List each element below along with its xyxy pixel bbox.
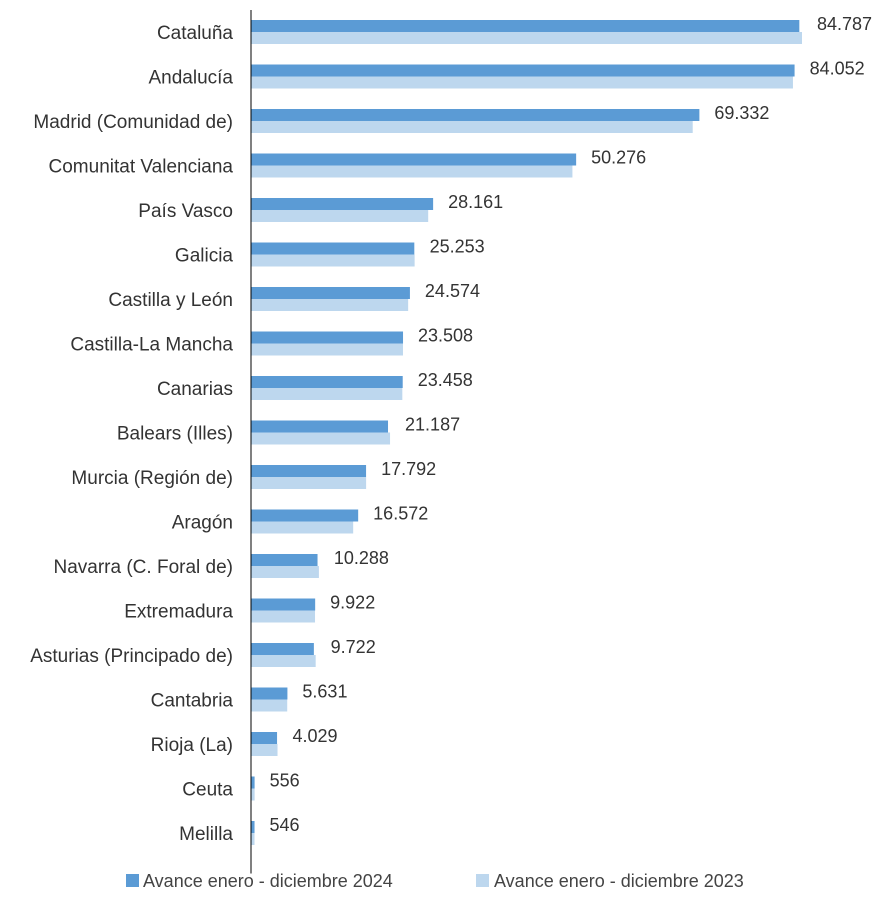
bar-2023 xyxy=(251,343,403,356)
value-label: 17.792 xyxy=(381,459,436,479)
bar-2024 xyxy=(251,198,434,210)
bar-2024 xyxy=(251,331,404,344)
category-label: Ceuta xyxy=(182,780,233,801)
bar-2023 xyxy=(251,744,278,756)
bar-2023 xyxy=(251,388,403,400)
bar-2023 xyxy=(251,210,429,222)
bar-2024 xyxy=(251,643,314,655)
value-label: 16.572 xyxy=(373,504,428,524)
category-label: Comunitat Valenciana xyxy=(49,157,234,178)
bar-2023 xyxy=(251,121,693,133)
category-label: Castilla-La Mancha xyxy=(70,335,233,356)
value-label: 546 xyxy=(270,815,300,835)
bar-2024 xyxy=(251,554,318,566)
bar-2023 xyxy=(251,76,793,89)
value-label: 23.508 xyxy=(418,326,473,346)
bar-2023 xyxy=(251,32,802,44)
bar-2023 xyxy=(251,299,409,311)
category-label: Navarra (C. Foral de) xyxy=(54,557,234,578)
bar-2023 xyxy=(251,432,391,445)
value-label: 4.029 xyxy=(293,726,338,746)
value-label: 556 xyxy=(270,771,300,791)
category-label: Murcia (Región de) xyxy=(71,468,233,489)
bar-2023 xyxy=(251,165,573,178)
bar-2024 xyxy=(251,732,278,744)
bar-2024 xyxy=(251,109,700,121)
bar-2024 xyxy=(251,598,316,611)
category-label: Cantabria xyxy=(151,691,234,712)
category-label: Cataluña xyxy=(157,23,233,44)
bar-2024 xyxy=(251,287,410,299)
value-label: 23.458 xyxy=(418,370,473,390)
bar-2024 xyxy=(251,242,415,255)
bar-2023 xyxy=(251,521,354,534)
category-label: Extremadura xyxy=(124,602,233,623)
bar-2024 xyxy=(251,420,389,433)
value-label: 84.052 xyxy=(810,59,865,79)
category-label: País Vasco xyxy=(138,201,233,222)
value-label: 28.161 xyxy=(448,192,503,212)
category-label: Andalucía xyxy=(148,68,233,89)
category-label: Galicia xyxy=(175,246,234,267)
bar-2024 xyxy=(251,376,403,388)
category-label: Asturias (Principado de) xyxy=(30,646,233,667)
bar-2024 xyxy=(251,20,800,32)
value-label: 69.332 xyxy=(714,103,769,123)
bar-2023 xyxy=(251,655,316,667)
value-label: 24.574 xyxy=(425,281,480,301)
value-labels: 84.787 84.052 69.332 50.276 28.161 25.253 24.5… xyxy=(270,14,873,835)
value-label: 50.276 xyxy=(591,148,646,168)
category-label: Canarias xyxy=(157,379,233,400)
bar-2024 xyxy=(251,687,288,700)
bar-2023 xyxy=(251,477,367,489)
bar-2024 xyxy=(251,64,795,77)
legend-label: Avance enero - diciembre 2024 xyxy=(143,871,393,891)
value-label: 5.631 xyxy=(302,682,347,702)
value-label: 9.922 xyxy=(330,593,375,613)
category-label: Melilla xyxy=(179,824,233,845)
value-label: 25.253 xyxy=(430,237,485,257)
bar-2023 xyxy=(251,833,255,845)
bar-2024 xyxy=(251,821,255,833)
bar-2023 xyxy=(251,566,319,578)
bar-2024 xyxy=(251,465,367,477)
value-label: 84.787 xyxy=(817,14,872,34)
bar-2023 xyxy=(251,254,415,267)
category-label: Aragón xyxy=(172,513,233,534)
legend-swatch xyxy=(476,874,489,887)
category-label: Rioja (La) xyxy=(151,735,233,756)
category-label: Balears (Illes) xyxy=(117,424,233,445)
category-label: Madrid (Comunidad de) xyxy=(33,112,233,133)
category-labels: Cataluña Andalucía Madrid (Comunidad de) Co… xyxy=(30,23,233,845)
value-label: 10.288 xyxy=(334,548,389,568)
legend: Avance enero - diciembre 2024 Avance ener… xyxy=(126,871,744,891)
bar-2024 xyxy=(251,776,255,789)
legend-label: Avance enero - diciembre 2023 xyxy=(494,871,744,891)
category-label: Castilla y León xyxy=(108,290,233,311)
value-label: 9.722 xyxy=(331,637,376,657)
value-label: 21.187 xyxy=(405,415,460,435)
bar-2023 xyxy=(251,699,288,712)
bar-2023 xyxy=(251,788,255,801)
legend-swatch xyxy=(126,874,139,887)
bars-layer xyxy=(251,20,802,845)
bar-2023 xyxy=(251,610,316,623)
bar-2024 xyxy=(251,153,577,166)
bar-2024 xyxy=(251,509,359,522)
